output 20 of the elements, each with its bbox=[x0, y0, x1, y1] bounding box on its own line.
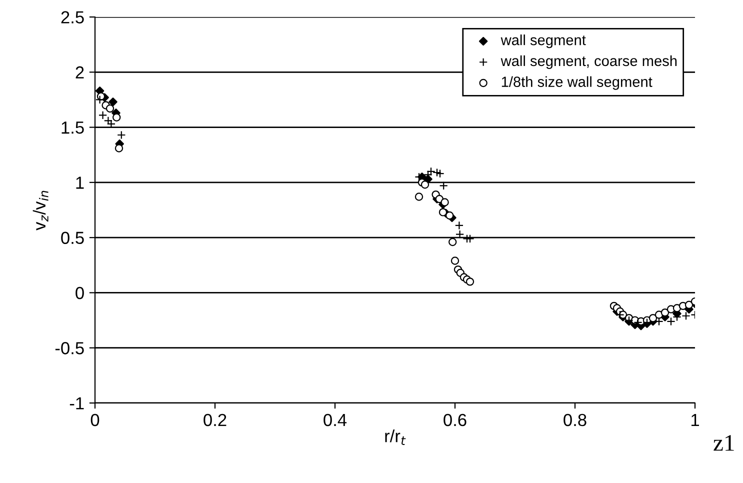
y-tick-label: 2 bbox=[76, 66, 84, 78]
legend-label: 1/8th size wall segment bbox=[502, 76, 652, 90]
y-tick-label: 0.5 bbox=[61, 232, 84, 244]
x-tick-label: 1 bbox=[691, 414, 699, 426]
x-tick-label: 0.6 bbox=[444, 414, 466, 426]
y-tick-label: -0.5 bbox=[55, 342, 84, 354]
x-tick-label: 0.8 bbox=[564, 414, 586, 426]
x-tick-label: 0.2 bbox=[204, 414, 226, 426]
y-tick-label: 0 bbox=[76, 286, 84, 300]
y-tick-label: 2.5 bbox=[61, 11, 84, 24]
y-tick-label: 1 bbox=[76, 176, 84, 189]
text: z1 bbox=[714, 435, 734, 451]
y-tick-label: 1.5 bbox=[62, 122, 84, 134]
x-tick-label: 0.4 bbox=[324, 414, 347, 426]
legend-label: wall segment bbox=[500, 34, 586, 48]
legend-label: wall segment, coarse mesh bbox=[500, 55, 677, 69]
x-tick-label: 0 bbox=[90, 414, 100, 426]
x-axis-title: r/r$_{t}$ bbox=[385, 430, 406, 445]
y-axis-title: v$_{z}$/v$_{in}$ bbox=[32, 190, 48, 230]
y-tick-label: -1 bbox=[70, 397, 84, 410]
